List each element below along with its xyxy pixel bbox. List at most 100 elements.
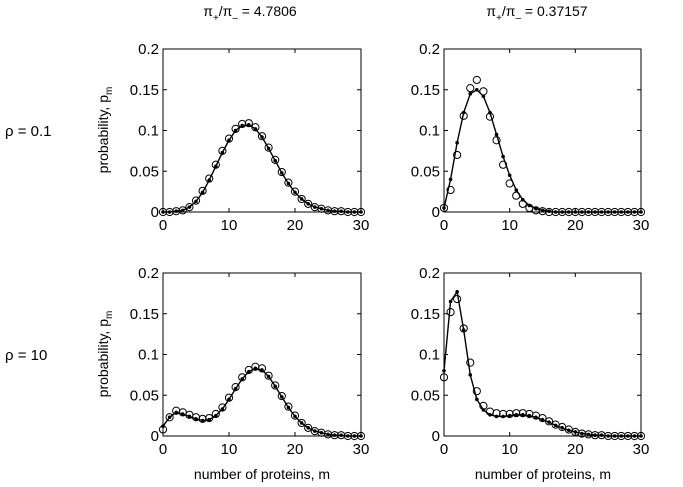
open-circle-point xyxy=(597,207,606,217)
line-dot xyxy=(593,210,597,214)
x-tick-label: 0 xyxy=(440,441,448,458)
line-dot xyxy=(448,177,453,182)
series-line xyxy=(162,367,361,437)
line-dot xyxy=(359,210,363,214)
line-dot xyxy=(593,433,597,437)
open-circle-point xyxy=(330,431,339,440)
line-dot xyxy=(352,434,357,438)
x-axis-label-left: number of proteins, m xyxy=(194,466,330,482)
row-label-bottom: ρ = 10 xyxy=(5,347,47,364)
open-circle-point xyxy=(597,431,606,440)
line-dot xyxy=(233,128,238,133)
line-dot xyxy=(273,384,278,389)
line-dot xyxy=(313,429,317,433)
open-circle-point xyxy=(290,411,300,420)
plot-frame xyxy=(443,48,642,213)
open-circle-point xyxy=(297,418,306,428)
line-dot xyxy=(326,432,330,437)
line-dot xyxy=(586,432,591,437)
open-circle-point xyxy=(518,409,527,418)
line-dot xyxy=(619,434,624,438)
line-dot xyxy=(455,140,459,145)
panel-bottom-right: 0 10 20 30 0 0.05 0.1 0.15 0.2 xyxy=(411,265,650,458)
open-circle-point xyxy=(446,308,455,317)
line-dot xyxy=(319,206,324,211)
open-circle-point xyxy=(284,178,293,187)
open-circle-point xyxy=(218,146,227,155)
x-tick-label: 20 xyxy=(287,441,304,458)
line-dot xyxy=(227,138,231,143)
y-tick-label: 0.05 xyxy=(411,163,440,180)
open-circle-point xyxy=(538,413,547,423)
open-circle-point xyxy=(505,179,514,188)
line-dot xyxy=(534,415,538,420)
open-circle-point xyxy=(604,207,613,217)
line-dot xyxy=(194,417,198,421)
open-circle-point xyxy=(205,413,214,423)
open-circle-point xyxy=(271,155,280,164)
line-dot xyxy=(299,197,304,201)
line-dot xyxy=(599,433,604,437)
line-dot xyxy=(619,210,624,214)
open-circle-point xyxy=(590,431,600,440)
line-dot xyxy=(560,426,564,430)
series-line xyxy=(443,88,641,213)
line-dot xyxy=(214,164,218,169)
open-circle-point xyxy=(446,185,455,195)
line-dot xyxy=(573,210,578,214)
open-circle-point xyxy=(505,409,514,419)
open-circle-point xyxy=(636,431,646,441)
open-circle-point xyxy=(205,174,214,183)
x-tick-label: 0 xyxy=(159,441,167,458)
line-dot xyxy=(468,373,473,377)
x-tick-label: 20 xyxy=(567,217,584,234)
open-circle-point xyxy=(231,124,240,133)
line-dot xyxy=(280,395,284,399)
y-tick-label: 0.05 xyxy=(130,163,159,180)
open-circle-point xyxy=(466,358,475,367)
open-circle-point xyxy=(577,429,587,438)
line-dot xyxy=(247,122,251,127)
open-circle-point xyxy=(277,391,286,401)
open-circle-point xyxy=(224,134,234,143)
line-dot xyxy=(280,171,284,175)
line-dot xyxy=(352,210,357,214)
line-dot xyxy=(534,206,538,211)
y-tick-label: 0.05 xyxy=(130,387,159,404)
line-dot xyxy=(566,210,571,214)
x-tick-label: 30 xyxy=(353,441,370,458)
open-circle-point xyxy=(271,381,280,390)
line-dot xyxy=(639,210,643,214)
open-circle-point xyxy=(439,203,449,213)
line-dot xyxy=(260,368,264,372)
y-tick-label: 0.2 xyxy=(138,265,159,282)
open-circle-point xyxy=(224,393,234,402)
line-dot xyxy=(181,208,185,213)
y-tick-label: 0.2 xyxy=(419,41,440,58)
line-dot xyxy=(207,178,211,183)
line-dot xyxy=(606,434,610,438)
line-dot xyxy=(507,413,512,418)
line-dot xyxy=(514,188,519,192)
panel-bottom-left: 0 10 20 30 0 0.05 0.1 0.15 0.2 xyxy=(130,265,370,458)
y-tick-label: 0.1 xyxy=(138,347,159,364)
open-circle-point xyxy=(198,414,207,423)
open-circle-point xyxy=(238,373,247,382)
line-dot xyxy=(448,299,453,304)
open-circle-point xyxy=(610,207,619,217)
open-circle-point xyxy=(158,207,168,217)
line-dot xyxy=(200,190,205,195)
y-tick-label: 0.15 xyxy=(411,82,440,99)
line-dot xyxy=(521,413,525,417)
column-title-right: π+/π– = 0.37157 xyxy=(486,3,587,24)
open-circle-point xyxy=(244,365,253,375)
line-dot xyxy=(207,417,211,422)
line-dot xyxy=(612,434,617,438)
open-circle-point xyxy=(330,207,339,216)
open-circle-point xyxy=(284,402,293,411)
open-circle-point xyxy=(350,207,359,217)
row-label-top: ρ = 0.1 xyxy=(5,123,51,140)
line-dot xyxy=(475,397,479,402)
open-circle-point xyxy=(584,207,593,217)
line-dot xyxy=(599,210,604,214)
